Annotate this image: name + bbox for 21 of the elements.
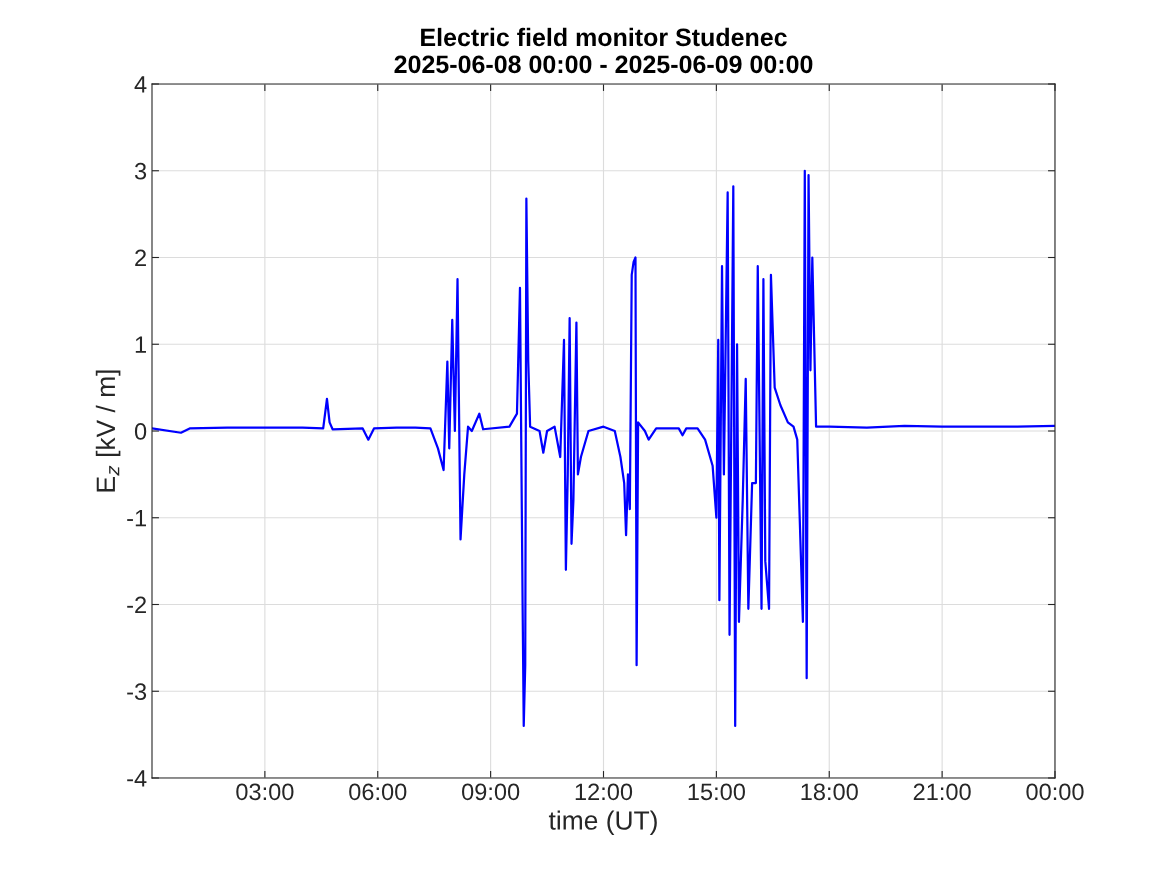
x-tick-label: 12:00 <box>575 783 633 801</box>
y-tick-label: -3 <box>127 683 147 701</box>
y-tick-label: 4 <box>134 76 147 93</box>
chart-title: Electric field monitor Studenec 2025-06-08 00:00 - 2025-06-09 00:00 <box>394 27 813 74</box>
y-tick-label: 0 <box>134 423 147 440</box>
y-tick-label: -1 <box>127 510 146 527</box>
y-tick-label: 3 <box>134 162 147 180</box>
y-tick-label: 1 <box>135 336 146 353</box>
line-series <box>152 169 1055 728</box>
y-tick-label: -4 <box>127 770 147 787</box>
y-axis-title: E$_{z}$ [kV / m] <box>95 370 121 492</box>
y-tick-label: -2 <box>127 596 146 614</box>
x-tick-label: 21:00 <box>913 783 971 801</box>
x-tick-label: 18:00 <box>801 783 858 801</box>
y-tick-label: 2 <box>135 249 146 267</box>
x-tick-label: 09:00 <box>462 783 520 801</box>
x-tick-label: 15:00 <box>688 783 745 801</box>
x-tick-label: 00:00 <box>1026 783 1084 801</box>
x-axis-title: time (UT) <box>548 810 657 836</box>
x-tick-label: 06:00 <box>349 783 407 801</box>
x-tick-label: 03:00 <box>236 783 294 801</box>
